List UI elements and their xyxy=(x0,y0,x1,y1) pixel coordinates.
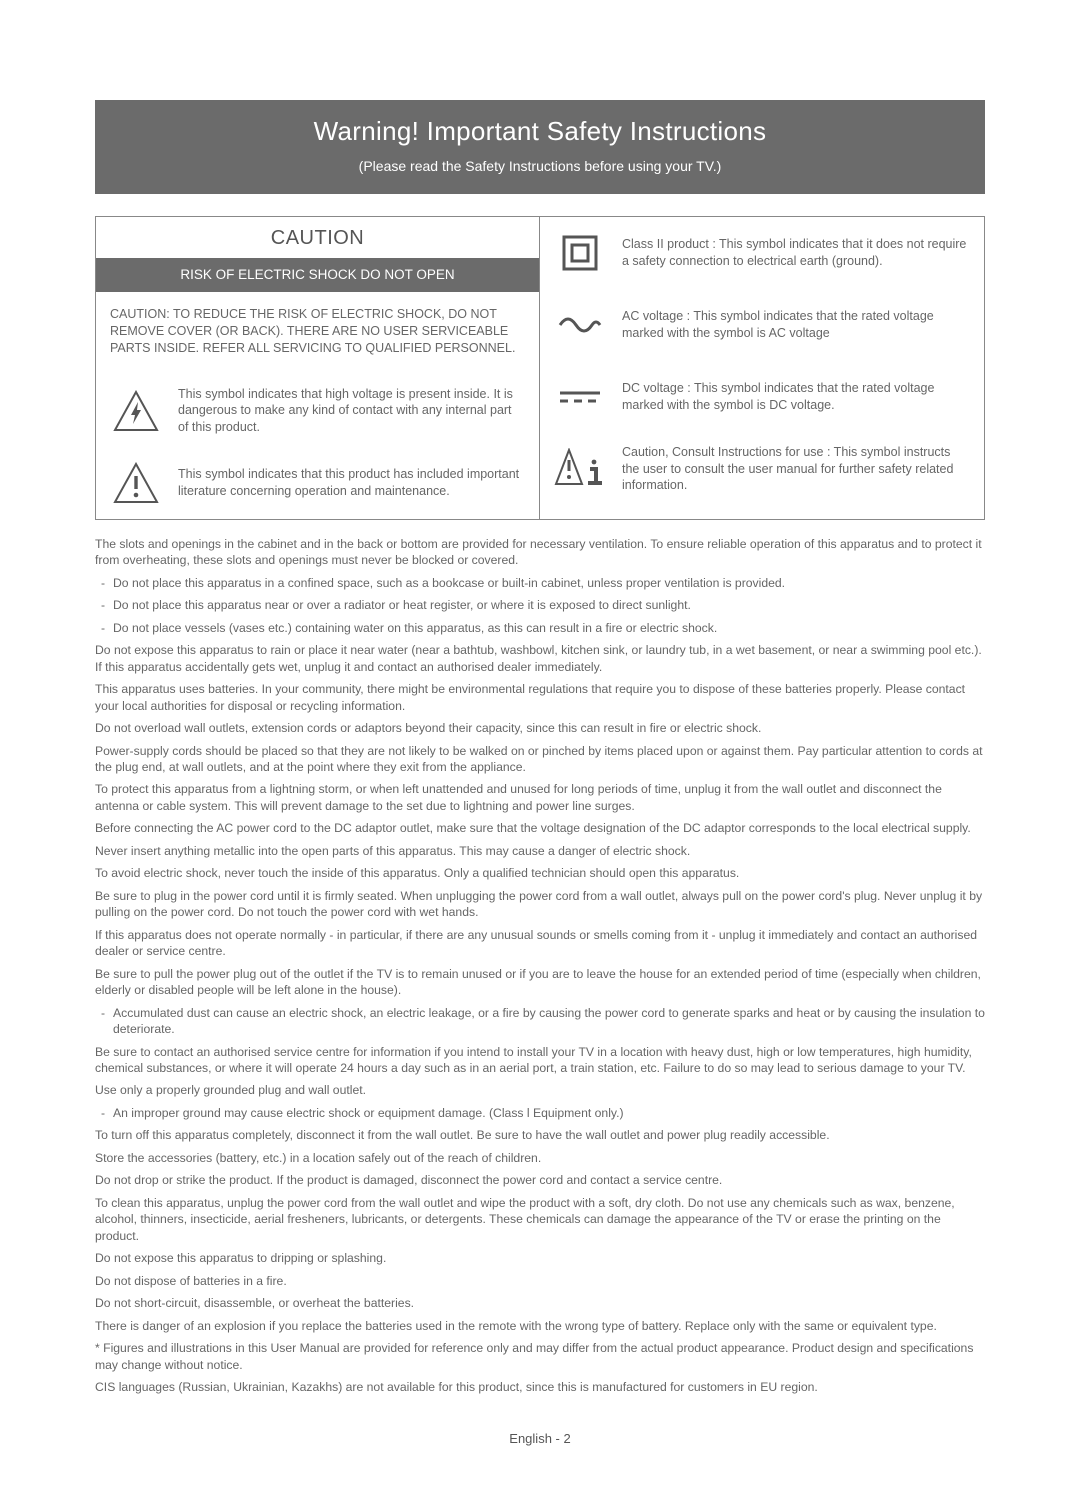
symbol-row: DC voltage : This symbol indicates that … xyxy=(540,361,984,433)
paragraph: CIS languages (Russian, Ukrainian, Kazak… xyxy=(95,1379,985,1395)
bullet-item: Accumulated dust can cause an electric s… xyxy=(95,1005,985,1038)
symbol-text: AC voltage : This symbol indicates that … xyxy=(622,308,970,342)
paragraph: To avoid electric shock, never touch the… xyxy=(95,865,985,881)
paragraph: Store the accessories (battery, etc.) in… xyxy=(95,1150,985,1166)
paragraph: If this apparatus does not operate norma… xyxy=(95,927,985,960)
bullet-item: Do not place vessels (vases etc.) contai… xyxy=(95,620,985,636)
symbol-text: This symbol indicates that this product … xyxy=(178,466,525,500)
caution-heading-row: CAUTION xyxy=(96,217,539,258)
paragraph: * Figures and illustrations in this User… xyxy=(95,1340,985,1373)
paragraph: Do not expose this apparatus to rain or … xyxy=(95,642,985,675)
caution-info-icon xyxy=(554,443,606,495)
paragraph: Do not dispose of batteries in a fire. xyxy=(95,1273,985,1289)
symbol-text: Class II product : This symbol indicates… xyxy=(622,236,970,270)
paragraph: There is danger of an explosion if you r… xyxy=(95,1318,985,1334)
warning-banner: Warning! Important Safety Instructions (… xyxy=(95,100,985,194)
paragraph: Do not short-circuit, disassemble, or ov… xyxy=(95,1295,985,1311)
paragraph: The slots and openings in the cabinet an… xyxy=(95,536,985,569)
symbol-row: This symbol indicates that high voltage … xyxy=(96,375,539,447)
symbol-row: Caution, Consult Instructions for use : … xyxy=(540,433,984,505)
grid-left-column: CAUTION RISK OF ELECTRIC SHOCK DO NOT OP… xyxy=(96,217,540,519)
paragraph: Do not overload wall outlets, extension … xyxy=(95,720,985,736)
paragraph: Power-supply cords should be placed so t… xyxy=(95,743,985,776)
caution-bar: RISK OF ELECTRIC SHOCK DO NOT OPEN xyxy=(96,258,539,292)
caution-text: CAUTION: TO REDUCE THE RISK OF ELECTRIC … xyxy=(96,292,539,375)
body-text: The slots and openings in the cabinet an… xyxy=(95,536,985,1396)
bullet-item: An improper ground may cause electric sh… xyxy=(95,1105,985,1121)
banner-title: Warning! Important Safety Instructions xyxy=(105,114,975,149)
symbol-row: AC voltage : This symbol indicates that … xyxy=(540,289,984,361)
caution-word: CAUTION xyxy=(271,227,365,249)
symbol-text: DC voltage : This symbol indicates that … xyxy=(622,380,970,414)
paragraph: Never insert anything metallic into the … xyxy=(95,843,985,859)
banner-subtitle: (Please read the Safety Instructions bef… xyxy=(105,157,975,176)
paragraph: Use only a properly grounded plug and wa… xyxy=(95,1082,985,1098)
paragraph: Do not expose this apparatus to dripping… xyxy=(95,1250,985,1266)
paragraph: Be sure to contact an authorised service… xyxy=(95,1044,985,1077)
bullet-item: Do not place this apparatus in a confine… xyxy=(95,575,985,591)
bullet-item: Do not place this apparatus near or over… xyxy=(95,597,985,613)
symbol-text: Caution, Consult Instructions for use : … xyxy=(622,444,970,495)
safety-grid: CAUTION RISK OF ELECTRIC SHOCK DO NOT OP… xyxy=(95,216,985,520)
paragraph: Be sure to pull the power plug out of th… xyxy=(95,966,985,999)
grid-right-column: Class II product : This symbol indicates… xyxy=(540,217,984,519)
triangle-bolt-icon xyxy=(110,385,162,437)
ac-voltage-icon xyxy=(554,299,606,351)
paragraph: Do not drop or strike the product. If th… xyxy=(95,1172,985,1188)
page: Warning! Important Safety Instructions (… xyxy=(0,0,1080,1487)
paragraph: To protect this apparatus from a lightni… xyxy=(95,781,985,814)
triangle-exclamation-icon xyxy=(110,457,162,509)
page-footer: English - 2 xyxy=(95,1430,985,1448)
symbol-row: Class II product : This symbol indicates… xyxy=(540,217,984,289)
paragraph: Before connecting the AC power cord to t… xyxy=(95,820,985,836)
symbol-text: This symbol indicates that high voltage … xyxy=(178,386,525,437)
class2-icon xyxy=(554,227,606,279)
paragraph: Be sure to plug in the power cord until … xyxy=(95,888,985,921)
paragraph: To clean this apparatus, unplug the powe… xyxy=(95,1195,985,1244)
symbol-row: This symbol indicates that this product … xyxy=(96,447,539,519)
paragraph: To turn off this apparatus completely, d… xyxy=(95,1127,985,1143)
dc-voltage-icon xyxy=(554,371,606,423)
paragraph: This apparatus uses batteries. In your c… xyxy=(95,681,985,714)
